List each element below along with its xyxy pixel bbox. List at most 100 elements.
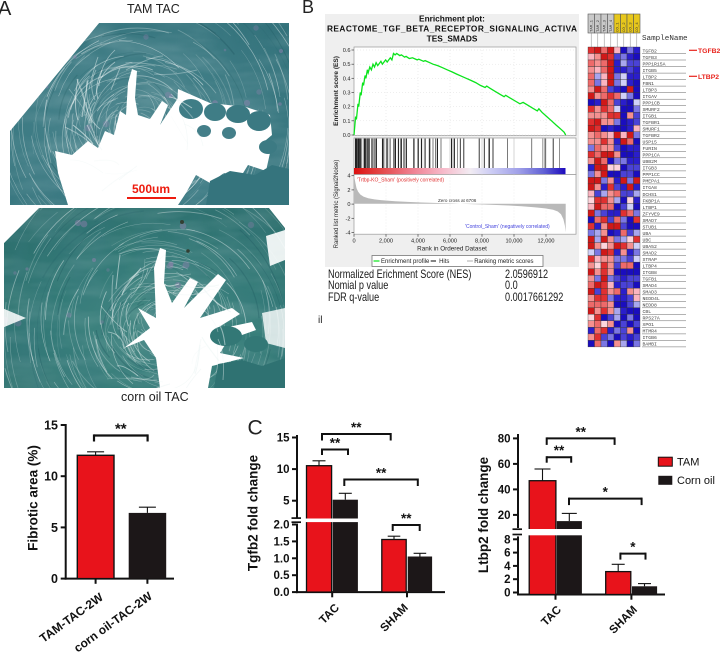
svg-text:UBC: UBC xyxy=(643,237,652,243)
svg-text:CO_2: CO_2 xyxy=(623,22,627,32)
svg-text:TGFB3: TGFB3 xyxy=(643,55,658,61)
svg-text:*: * xyxy=(630,540,636,555)
svg-text:SMAD7: SMAD7 xyxy=(643,218,658,224)
svg-text:Rank in Ordered Dataset: Rank in Ordered Dataset xyxy=(417,246,487,253)
svg-text:PPP1CB: PPP1CB xyxy=(643,101,660,107)
svg-text:C: C xyxy=(248,417,263,440)
svg-text:FBN1: FBN1 xyxy=(643,81,655,87)
svg-text:TAM_3: TAM_3 xyxy=(604,19,608,32)
svg-text:TAC: TAC xyxy=(317,602,342,627)
svg-text:MTMR4: MTMR4 xyxy=(643,329,658,335)
svg-text:NEDD8: NEDD8 xyxy=(643,303,658,309)
svg-text:10: 10 xyxy=(44,470,58,484)
svg-text:0.2: 0.2 xyxy=(343,105,351,111)
svg-text:TAM_1: TAM_1 xyxy=(591,19,595,32)
svg-text:TGFB2: TGFB2 xyxy=(643,48,658,54)
svg-text:5: 5 xyxy=(283,496,290,508)
svg-text:USP15: USP15 xyxy=(643,140,658,146)
svg-text:SampleName: SampleName xyxy=(642,35,688,43)
svg-text:**: ** xyxy=(554,443,565,458)
svg-text:60: 60 xyxy=(498,459,511,471)
svg-text:UBB2M: UBB2M xyxy=(643,159,658,165)
svg-text:80: 80 xyxy=(498,433,511,445)
svg-text:20: 20 xyxy=(498,510,511,522)
svg-text:6: 6 xyxy=(504,548,510,560)
svg-text:10: 10 xyxy=(277,464,290,476)
svg-text:ITGB6: ITGB6 xyxy=(643,335,658,341)
svg-text:ITGAV: ITGAV xyxy=(643,94,658,100)
svg-text:0.4: 0.4 xyxy=(343,76,351,82)
svg-text:LTBP2: LTBP2 xyxy=(643,74,658,80)
svg-text:TAM_2: TAM_2 xyxy=(597,19,601,32)
svg-text:SMURF2: SMURF2 xyxy=(643,107,660,113)
svg-text:1.5: 1.5 xyxy=(274,536,291,548)
svg-text:TGFBR2: TGFBR2 xyxy=(643,133,660,139)
svg-text:ITGB3: ITGB3 xyxy=(643,166,658,172)
svg-text:2: 2 xyxy=(504,574,510,586)
svg-text:Ranked list metric (Signal2Noi: Ranked list metric (Signal2Noise) xyxy=(334,160,340,249)
svg-text:5: 5 xyxy=(51,521,58,535)
svg-text:TES_SMADS: TES_SMADS xyxy=(427,34,478,44)
svg-text:4: 4 xyxy=(504,561,511,573)
svg-text:SHAM: SHAM xyxy=(607,604,639,636)
svg-text:PMEPA1: PMEPA1 xyxy=(643,179,660,185)
svg-text:0.5: 0.5 xyxy=(274,570,291,582)
svg-text:SMAD4: SMAD4 xyxy=(643,283,658,289)
svg-text:STRAP: STRAP xyxy=(643,257,658,263)
svg-text:UBA: UBA xyxy=(643,231,652,237)
svg-text:LTBP1: LTBP1 xyxy=(643,205,658,211)
svg-text:REACTOME_TGF_BETA_RECEPTOR_SIG: REACTOME_TGF_BETA_RECEPTOR_SIGNALING_ACT… xyxy=(327,24,577,34)
svg-text:Zero cross at 6706: Zero cross at 6706 xyxy=(438,198,477,203)
svg-text:Fibrotic area (%): Fibrotic area (%) xyxy=(26,445,41,551)
svg-text:**: ** xyxy=(575,424,586,439)
svg-text:8: 8 xyxy=(504,534,511,546)
svg-text:2.0: 2.0 xyxy=(274,520,290,532)
svg-text:**: ** xyxy=(115,421,127,438)
svg-text:SHAM: SHAM xyxy=(378,602,410,634)
svg-text:FURIN: FURIN xyxy=(643,146,658,152)
svg-text:1.0: 1.0 xyxy=(274,553,290,565)
svg-text:NEDD4L: NEDD4L xyxy=(643,296,660,302)
svg-text:LTBP4: LTBP4 xyxy=(643,264,658,270)
svg-text:12,000: 12,000 xyxy=(537,239,554,245)
svg-text:PPP1CC: PPP1CC xyxy=(643,172,660,178)
svg-text:Hits: Hits xyxy=(439,259,449,265)
svg-text:0.3: 0.3 xyxy=(343,91,351,97)
svg-text:UBA52: UBA52 xyxy=(643,244,658,250)
svg-text:0: 0 xyxy=(352,239,355,245)
svg-text:0: 0 xyxy=(51,572,58,586)
svg-text:0.5: 0.5 xyxy=(343,62,351,68)
svg-text:LTBP2: LTBP2 xyxy=(698,74,719,81)
svg-text:Enrichment profile: Enrichment profile xyxy=(381,259,430,265)
svg-text:'Control_Sham' (negatively cor: 'Control_Sham' (negatively correlated) xyxy=(465,224,550,230)
svg-text:'Trtbp-KO_Sham' (positively co: 'Trtbp-KO_Sham' (positively correlated) xyxy=(357,178,444,184)
svg-text:CO_4: CO_4 xyxy=(636,22,640,32)
svg-text:Ltbp2 fold change: Ltbp2 fold change xyxy=(476,456,491,573)
svg-text:2: 2 xyxy=(347,188,350,194)
svg-text:CO_1: CO_1 xyxy=(617,22,621,32)
svg-text:15: 15 xyxy=(44,419,58,433)
svg-text:0: 0 xyxy=(347,202,350,208)
svg-text:15: 15 xyxy=(277,433,290,445)
svg-text:CBL: CBL xyxy=(643,309,652,315)
svg-text:RPS27A: RPS27A xyxy=(643,316,660,322)
svg-text:0.1: 0.1 xyxy=(343,119,351,125)
svg-text:ITGB8: ITGB8 xyxy=(643,270,658,276)
svg-text:Enrichment plot:: Enrichment plot: xyxy=(419,14,485,24)
svg-text:PPP1R15A: PPP1R15A xyxy=(643,61,666,67)
svg-text:TAC: TAC xyxy=(539,604,564,629)
svg-text:SMAD2: SMAD2 xyxy=(643,250,658,256)
svg-text:ITGA8: ITGA8 xyxy=(643,185,658,191)
svg-text:SMURF1: SMURF1 xyxy=(643,127,660,133)
svg-text:Tgfb2 fold change: Tgfb2 fold change xyxy=(246,454,261,571)
svg-text:0.0: 0.0 xyxy=(343,133,351,139)
svg-text:FKBP1A: FKBP1A xyxy=(643,198,660,204)
svg-text:10,000: 10,000 xyxy=(505,239,522,245)
svg-text:ITGB1: ITGB1 xyxy=(643,114,658,120)
svg-text:**: ** xyxy=(351,420,362,435)
svg-text:DCHS1: DCHS1 xyxy=(643,192,658,198)
svg-text:6,000: 6,000 xyxy=(443,239,457,245)
svg-text:0: 0 xyxy=(504,588,510,600)
svg-text:4: 4 xyxy=(347,174,350,180)
svg-text:ZFYVE9: ZFYVE9 xyxy=(643,211,660,217)
